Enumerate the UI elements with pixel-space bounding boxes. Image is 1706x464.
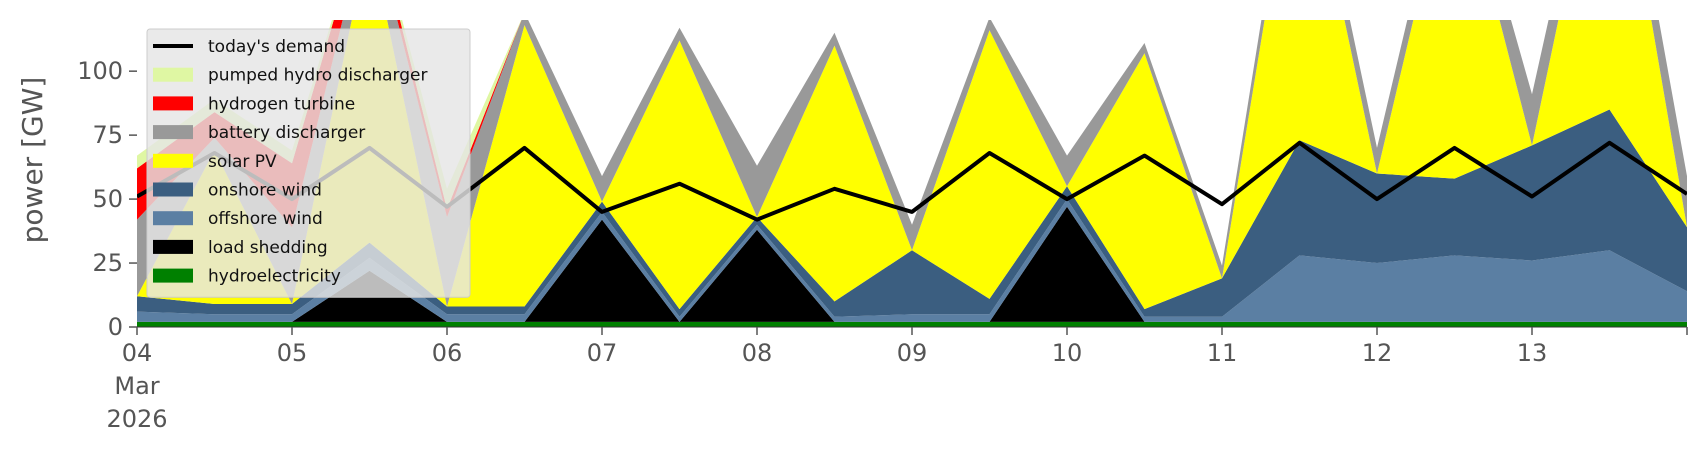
y-tick-label: 75 xyxy=(92,121,123,149)
y-tick-label: 100 xyxy=(77,57,123,85)
legend-label: load shedding xyxy=(208,238,328,258)
x-tick-label: 10 xyxy=(1052,339,1083,367)
area-offshore-wind xyxy=(137,199,1687,322)
x-tick-label: 06 xyxy=(432,339,463,367)
legend-swatch xyxy=(153,125,193,140)
x-tick-sublabel: Mar xyxy=(114,372,159,400)
x-tick-label: 05 xyxy=(277,339,308,367)
y-tick-label: 0 xyxy=(108,313,123,341)
legend-label: hydrogen turbine xyxy=(208,94,355,114)
legend: today's demand pumped hydro discharger hyd… xyxy=(146,28,471,298)
x-tick-sublabel: 2026 xyxy=(106,405,167,433)
x-tick-label: 11 xyxy=(1207,339,1238,367)
x-axis: 04 Mar 2026 05 06 07 08 09 10 11 12 13 xyxy=(106,327,1688,433)
legend-label: onshore wind xyxy=(208,181,322,201)
y-axis-label: power [GW] xyxy=(16,77,49,244)
legend-label: pumped hydro discharger xyxy=(208,66,427,86)
area-onshore-wind xyxy=(137,109,1687,317)
x-tick-label: 12 xyxy=(1362,339,1393,367)
legend-label: solar PV xyxy=(208,152,277,172)
legend-swatch xyxy=(153,153,193,168)
x-tick-label: 04 xyxy=(122,339,153,367)
x-tick-label: 07 xyxy=(587,339,618,367)
legend-label: today's demand xyxy=(208,37,345,57)
legend-swatch xyxy=(153,239,193,254)
x-tick-label: 08 xyxy=(742,339,773,367)
area-solar-pv xyxy=(137,20,1687,310)
y-tick-label: 25 xyxy=(92,249,123,277)
legend-swatch xyxy=(153,182,193,197)
y-axis: 0 25 50 75 100 xyxy=(77,57,137,341)
legend-label: hydroelectricity xyxy=(208,267,341,287)
area-hydroelectricity xyxy=(137,321,1687,327)
legend-swatch xyxy=(153,211,193,226)
legend-swatch xyxy=(153,268,193,283)
y-tick-label: 50 xyxy=(92,185,123,213)
legend-label: offshore wind xyxy=(208,209,323,229)
x-tick-label: 13 xyxy=(1517,339,1548,367)
legend-box xyxy=(146,28,471,298)
legend-label: battery discharger xyxy=(208,123,365,143)
x-tick-label: 09 xyxy=(897,339,928,367)
legend-swatch xyxy=(153,96,193,111)
legend-swatch xyxy=(153,67,193,82)
